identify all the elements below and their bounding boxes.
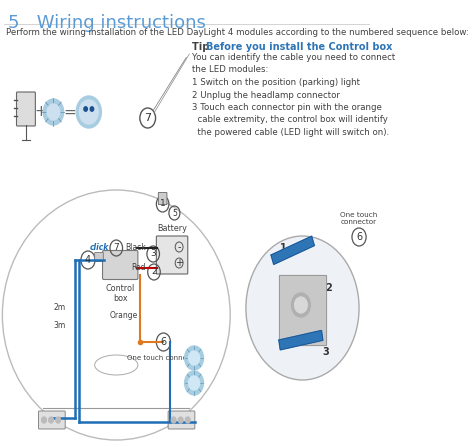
Text: 7: 7: [144, 113, 151, 123]
Text: 4: 4: [85, 255, 91, 265]
Text: 3: 3: [150, 249, 156, 258]
Circle shape: [79, 100, 98, 124]
Text: 1: 1: [160, 199, 165, 208]
Text: 5   Wiring instructions: 5 Wiring instructions: [8, 14, 206, 32]
Text: 3: 3: [323, 347, 329, 357]
Text: +: +: [35, 105, 47, 119]
Text: 6: 6: [160, 337, 166, 347]
Circle shape: [43, 99, 64, 125]
Circle shape: [90, 107, 94, 111]
Circle shape: [295, 297, 307, 313]
Text: 7: 7: [113, 244, 119, 253]
FancyBboxPatch shape: [156, 236, 188, 274]
Text: 2: 2: [325, 283, 332, 293]
Circle shape: [76, 96, 101, 128]
Circle shape: [189, 376, 200, 390]
Circle shape: [246, 236, 359, 380]
Text: Black: Black: [126, 244, 146, 253]
Text: Battery: Battery: [157, 224, 187, 233]
Polygon shape: [271, 236, 314, 264]
Text: -: -: [177, 242, 181, 252]
FancyBboxPatch shape: [17, 92, 36, 126]
Circle shape: [56, 417, 61, 423]
Circle shape: [49, 417, 54, 423]
Text: Control
box: Control box: [106, 284, 135, 304]
Text: 1: 1: [280, 243, 286, 253]
Circle shape: [189, 351, 200, 365]
FancyBboxPatch shape: [168, 411, 195, 429]
Text: One touch connector: One touch connector: [127, 355, 200, 361]
Circle shape: [185, 346, 203, 370]
Text: 6: 6: [356, 232, 362, 242]
Text: 5: 5: [172, 208, 177, 218]
Text: Perform the wiring installation of the LED DayLight 4 modules according to the n: Perform the wiring installation of the L…: [6, 28, 469, 37]
Text: Tip: Tip: [191, 42, 216, 52]
FancyBboxPatch shape: [95, 253, 103, 261]
FancyBboxPatch shape: [102, 250, 138, 279]
FancyBboxPatch shape: [158, 193, 167, 204]
Circle shape: [42, 417, 46, 423]
Text: 2: 2: [151, 267, 157, 277]
Text: Orange: Orange: [109, 312, 137, 320]
Text: Red: Red: [132, 263, 146, 273]
Polygon shape: [279, 275, 326, 345]
Text: click: click: [90, 244, 109, 253]
Text: Before you install the Control box: Before you install the Control box: [206, 42, 392, 52]
Text: +: +: [175, 258, 183, 268]
Text: =: =: [64, 105, 76, 119]
Text: You can identify the cable you need to connect
the LED modules:
1 Switch on the : You can identify the cable you need to c…: [191, 53, 395, 137]
Text: 3m: 3m: [54, 321, 66, 330]
Circle shape: [185, 371, 203, 395]
Circle shape: [84, 107, 87, 111]
Circle shape: [178, 417, 183, 423]
Circle shape: [47, 104, 60, 120]
FancyBboxPatch shape: [38, 411, 65, 429]
Circle shape: [292, 293, 310, 317]
Circle shape: [171, 417, 176, 423]
Text: 2m: 2m: [54, 303, 65, 312]
Text: One touch
connector: One touch connector: [340, 212, 378, 225]
Circle shape: [185, 417, 190, 423]
Polygon shape: [279, 330, 323, 350]
